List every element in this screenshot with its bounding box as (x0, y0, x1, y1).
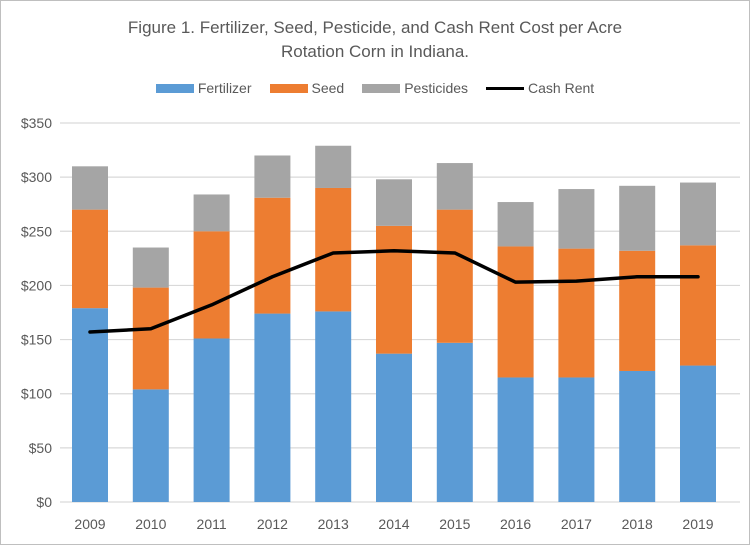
bar-pesticides (376, 179, 412, 226)
bar-seed (315, 187, 352, 312)
bar-pesticides (436, 163, 473, 210)
y-tick-label: $250 (21, 223, 52, 239)
bar-fertilizer (497, 377, 534, 502)
x-tick-label: 2011 (197, 516, 227, 532)
legend-item-fertilizer: Fertilizer (155, 80, 252, 96)
y-tick-label: $50 (29, 440, 53, 456)
legend-label-pesticides: Pesticides (404, 80, 469, 96)
x-tick-label: 2013 (318, 516, 349, 532)
chart-title: Figure 1. Fertilizer, Seed, Pesticide, a… (127, 18, 623, 37)
legend-item-seed: Seed (269, 80, 345, 96)
bar-pesticides (558, 189, 595, 249)
bar-fertilizer (193, 338, 230, 502)
y-tick-label: $100 (21, 386, 52, 402)
bar-seed (497, 246, 534, 378)
bar-seed (72, 209, 108, 309)
bar-fertilizer (619, 370, 656, 502)
bar-fertilizer (376, 353, 412, 502)
bar-fertilizer (436, 342, 473, 502)
bar-seed (376, 225, 412, 354)
legend-item-pesticides: Pesticides (362, 80, 468, 96)
bar-pesticides (72, 166, 108, 210)
bar-pesticides (193, 194, 230, 232)
legend-swatch-seed (269, 83, 308, 93)
x-tick-label: 2015 (439, 516, 470, 532)
legend-label-cash-rent: Cash Rent (528, 80, 595, 96)
legend-swatch-cash-rent (486, 86, 525, 90)
legend-item-cash-rent: Cash Rent (486, 80, 594, 96)
x-tick-label: 2012 (257, 516, 288, 532)
x-tick-label: 2014 (378, 516, 409, 532)
bar-fertilizer (72, 308, 108, 502)
bar-fertilizer (315, 311, 352, 502)
bar-fertilizer (132, 389, 169, 502)
bar-pesticides (680, 182, 716, 246)
bar-pesticides (619, 185, 656, 251)
legend-swatch-pesticides (362, 83, 401, 93)
chart-subtitle: Rotation Corn in Indiana. (280, 42, 470, 61)
legend-label-seed: Seed (311, 80, 345, 96)
y-tick-label: $0 (36, 494, 52, 510)
x-tick-label: 2010 (135, 516, 166, 532)
bar-seed (558, 248, 595, 378)
legend-label-fertilizer: Fertilizer (197, 80, 252, 96)
y-tick-label: $200 (21, 277, 52, 293)
x-tick-label: 2018 (622, 516, 653, 532)
x-tick-label: 2019 (682, 516, 713, 532)
bar-pesticides (254, 155, 291, 198)
y-tick-label: $300 (21, 169, 52, 185)
bar-seed (619, 250, 656, 371)
x-tick-label: 2009 (74, 516, 105, 532)
legend: Fertilizer Seed Pesticides Cash Rent (0, 80, 750, 96)
bar-pesticides (497, 202, 534, 247)
legend-swatch-fertilizer (155, 83, 194, 93)
bar-pesticides (132, 247, 169, 288)
y-tick-label: $350 (21, 115, 52, 131)
bar-pesticides (315, 145, 352, 188)
x-tick-label: 2016 (500, 516, 531, 532)
y-tick-label: $150 (21, 332, 52, 348)
bar-seed (193, 231, 230, 339)
bar-seed (132, 287, 169, 390)
bar-seed (680, 245, 716, 366)
bar-seed (254, 197, 291, 314)
x-tick-label: 2017 (561, 516, 592, 532)
bar-fertilizer (254, 313, 291, 502)
bar-fertilizer (680, 365, 716, 502)
bar-fertilizer (558, 377, 595, 502)
bar-seed (436, 209, 473, 343)
